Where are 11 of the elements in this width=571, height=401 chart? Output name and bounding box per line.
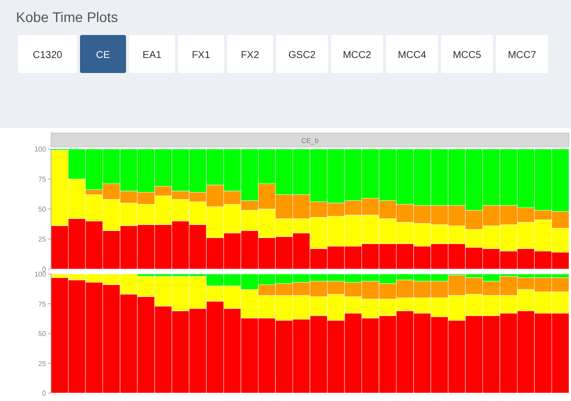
text: C1320 <box>32 50 63 61</box>
text: GSC2 <box>288 50 316 61</box>
text: Kobe Time Plots <box>16 9 118 25</box>
text: FX2 <box>240 50 260 61</box>
text: EA1 <box>142 50 162 61</box>
text: MCC2 <box>342 50 372 61</box>
text: MCC4 <box>398 50 427 61</box>
text: FX1 <box>192 50 211 61</box>
text: CE <box>96 50 110 61</box>
text: MCC5 <box>452 50 482 61</box>
text: MCC7 <box>508 50 537 61</box>
